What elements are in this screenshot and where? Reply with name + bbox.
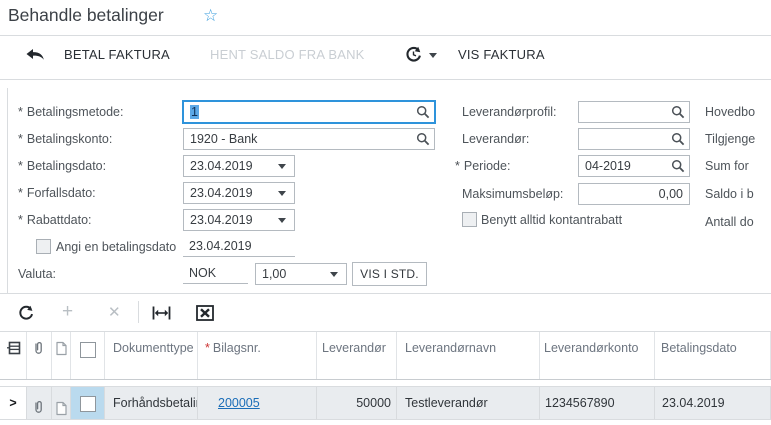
grid-top-border <box>0 331 771 332</box>
max-amount-field[interactable]: 0,00 <box>578 183 690 205</box>
row-top-border <box>0 386 771 387</box>
fit-to-screen-icon[interactable] <box>152 306 171 325</box>
calendar-dropdown-caret-icon[interactable] <box>278 191 286 196</box>
column-header-select-all[interactable] <box>71 332 105 379</box>
set-payment-date-checkbox[interactable] <box>36 239 51 254</box>
gl-balance-label: Hovedbo <box>705 105 756 119</box>
lookup-magnifier-icon[interactable] <box>671 159 685 179</box>
grid-header-bottom-border <box>0 379 771 380</box>
lookup-magnifier-icon[interactable] <box>416 105 430 125</box>
always-apply-discount-label[interactable]: Benytt alltid kontantrabatt <box>481 213 623 227</box>
document-count-label: Antall do <box>705 215 754 229</box>
currency-code-field[interactable]: NOK <box>183 263 248 284</box>
cell-leverandor[interactable]: 50000 <box>317 387 397 419</box>
lookup-magnifier-icon[interactable] <box>671 132 685 152</box>
column-header-attachments[interactable] <box>27 332 52 379</box>
active-row-marker: > <box>0 387 27 419</box>
currency-rate-field[interactable]: 1,00 <box>255 263 347 285</box>
refresh-schedule-icon[interactable] <box>405 46 422 68</box>
paperclip-icon <box>32 340 45 359</box>
undo-arrow-icon[interactable] <box>25 48 45 66</box>
available-balance-label: Tilgjenge <box>705 132 756 146</box>
balance-label: Saldo i b <box>705 187 754 201</box>
column-header-leverandor[interactable]: Leverandør <box>317 332 397 379</box>
discount-date-value: 23.04.2019 <box>190 213 253 227</box>
row-select-checkbox[interactable] <box>80 396 96 412</box>
note-icon[interactable] <box>55 396 68 419</box>
column-header-bilagsnr[interactable]: * Bilagsnr. <box>198 332 317 379</box>
column-header-row-settings[interactable] <box>0 332 27 379</box>
toolbar-separator <box>138 301 139 323</box>
set-payment-date-label[interactable]: Angi en betalingsdato <box>56 240 177 254</box>
discount-date-field[interactable]: 23.04.2019 <box>183 209 295 231</box>
cell-leverandorkonto[interactable]: 1234567890 <box>540 387 655 419</box>
period-field[interactable]: 04-2019 <box>578 155 690 177</box>
page-title: Behandle betalinger <box>8 5 164 25</box>
grid-delete-row-icon: ✕ <box>108 304 121 321</box>
row-notes-cell[interactable] <box>52 387 71 419</box>
payment-method-value: 1 <box>190 105 199 119</box>
favorite-star-icon[interactable]: ☆ <box>203 6 219 25</box>
due-date-value: 23.04.2019 <box>190 186 253 200</box>
select-all-checkbox[interactable] <box>80 342 96 358</box>
payment-date-field[interactable]: 23.04.2019 <box>183 155 295 177</box>
panel-left-border <box>7 88 8 293</box>
divider <box>0 293 771 294</box>
cell-betalingsdato[interactable]: 23.04.2019 <box>655 387 771 419</box>
always-apply-discount-checkbox[interactable] <box>462 212 477 227</box>
cell-dokumenttype[interactable]: Forhåndsbetaling <box>105 387 198 419</box>
vendor-class-label: Leverandørprofil: <box>462 105 557 119</box>
currency-label: Valuta: <box>18 267 56 281</box>
selection-total-label: Sum for <box>705 159 749 173</box>
lookup-magnifier-icon[interactable] <box>416 132 430 152</box>
vendor-label: Leverandør: <box>462 132 530 146</box>
refresh-dropdown-caret-icon[interactable] <box>429 53 437 58</box>
divider <box>0 79 771 80</box>
view-in-base-currency-button[interactable]: VIS I STD. <box>352 262 427 286</box>
paperclip-icon[interactable] <box>32 395 45 419</box>
column-header-dokumenttype[interactable]: Dokumenttype <box>105 332 198 379</box>
row-bottom-border <box>0 419 771 420</box>
export-to-excel-icon[interactable] <box>196 305 214 326</box>
get-bank-balance-button: HENT SALDO FRA BANK <box>210 47 365 62</box>
divider <box>0 35 771 36</box>
applied-payment-date-display: 23.04.2019 <box>183 236 295 257</box>
payment-date-value: 23.04.2019 <box>190 159 253 173</box>
column-header-notes[interactable] <box>52 332 71 379</box>
grid-refresh-icon[interactable] <box>18 305 34 326</box>
column-header-leverandorkonto[interactable]: Leverandørkonto <box>540 332 655 379</box>
pay-invoice-button[interactable]: BETAL FAKTURA <box>64 47 170 62</box>
vendor-class-field[interactable] <box>578 101 690 123</box>
due-date-label: * Forfallsdato: <box>18 186 96 200</box>
column-header-leverandornavn[interactable]: Leverandørnavn <box>397 332 540 379</box>
vendor-field[interactable] <box>578 128 690 150</box>
payment-method-label: * Betalingsmetode: <box>18 105 124 119</box>
cell-bilagsnr[interactable]: 200005 <box>198 387 317 419</box>
grid-add-row-icon: + <box>62 301 74 322</box>
calendar-dropdown-caret-icon[interactable] <box>278 164 286 169</box>
cell-leverandornavn[interactable]: Testleverandør <box>397 387 540 419</box>
due-date-field[interactable]: 23.04.2019 <box>183 182 295 204</box>
row-settings-icon[interactable] <box>7 341 21 358</box>
discount-date-label: * Rabattdato: <box>18 213 92 227</box>
rate-dropdown-caret-icon[interactable] <box>330 272 338 277</box>
row-attachments-cell[interactable] <box>27 387 52 419</box>
note-icon <box>55 341 68 359</box>
calendar-dropdown-caret-icon[interactable] <box>278 218 286 223</box>
max-amount-label: Maksimumsbeløp: <box>462 187 564 201</box>
column-header-betalingsdato[interactable]: Betalingsdato <box>655 332 771 379</box>
payment-method-field[interactable]: 1 <box>182 100 436 124</box>
period-label: * Periode: <box>455 159 511 173</box>
view-invoice-button[interactable]: VIS FAKTURA <box>458 47 545 62</box>
payment-account-value: 1920 - Bank <box>190 132 258 146</box>
payment-account-label: * Betalingskonto: <box>18 132 113 146</box>
row-select-cell[interactable] <box>71 387 105 419</box>
payment-date-label: * Betalingsdato: <box>18 159 107 173</box>
lookup-magnifier-icon[interactable] <box>671 105 685 125</box>
payment-account-field[interactable]: 1920 - Bank <box>183 128 435 150</box>
reference-number-link[interactable]: 200005 <box>218 396 260 410</box>
